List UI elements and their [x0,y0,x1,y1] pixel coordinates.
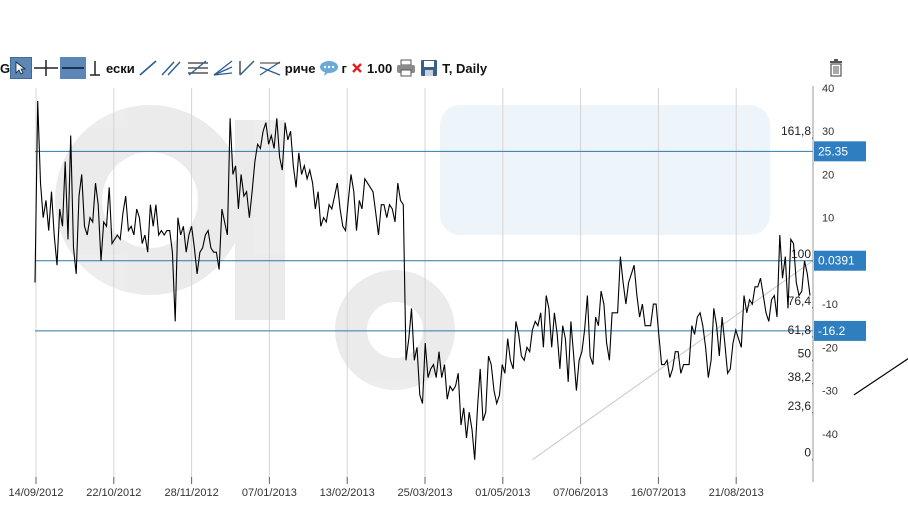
price-badge [814,141,866,162]
crosshair-icon[interactable] [32,57,60,79]
toolbar-text-tool-3[interactable]: г [341,60,347,76]
fibonacci-icon[interactable] [185,57,211,79]
toolbar-text-tool-2[interactable]: риче [284,60,316,76]
y-tick-label: -10 [822,299,838,311]
toolbar-first-label[interactable]: G [0,60,11,76]
fan-icon[interactable] [211,57,235,79]
period-label: T, Daily [442,60,488,76]
fibonacci-level-label: 161,8 [781,124,811,138]
delete-icon[interactable] [349,57,365,79]
pitchfork-icon[interactable] [235,57,257,79]
fibonacci-level-label: 38,2 [788,370,812,384]
save-icon[interactable] [418,57,440,79]
trendline[interactable] [853,321,908,396]
drawing-toolbar: G ески риче г 1.00 T, Daily [0,56,850,80]
vertical-line-icon[interactable] [86,57,104,79]
fibonacci-level-label: 100 [791,247,811,261]
regression-icon[interactable] [257,57,283,79]
y-tick-label: -20 [822,342,838,354]
x-tick-label: 22/10/2012 [86,487,141,499]
trash-icon[interactable] [826,58,846,78]
fibonacci-level-label: 0 [804,446,811,460]
fibonacci-level-label: 23,6 [788,399,812,413]
price-badge [814,250,866,271]
x-tick-label: 16/07/2013 [631,487,686,499]
price-badge-label: -16.2 [818,324,846,338]
price-badge [814,320,866,341]
fibonacci-diagonal [532,260,814,461]
channel-icon[interactable] [159,57,185,79]
y-tick-label: 30 [822,126,834,138]
print-icon[interactable] [394,57,418,79]
x-tick-label: 01/05/2013 [475,487,530,499]
x-tick-label: 07/06/2013 [553,487,608,499]
y-tick-label: 20 [822,169,834,181]
x-tick-label: 25/03/2013 [397,487,452,499]
fibonacci-level-label: 50 [798,346,812,360]
fibonacci-level-label: 61,8 [788,323,812,337]
y-tick-label: 40 [822,83,834,95]
x-tick-label: 21/08/2013 [709,487,764,499]
price-badge-label: 0.0391 [818,254,855,268]
x-tick-label: 28/11/2012 [164,487,218,499]
scale-value: 1.00 [366,60,393,76]
x-tick-label: 07/01/2013 [242,487,297,499]
fibonacci-level-label: 76,4 [788,294,812,308]
price-badge-label: 25.35 [818,144,848,158]
x-tick-label: 14/09/2012 [8,487,63,499]
y-tick-label: -40 [822,429,838,441]
y-tick-label: -30 [822,386,838,398]
horizontal-line-icon[interactable] [60,57,86,79]
watermark-logo [55,105,770,390]
y-tick-label: 10 [822,213,834,225]
speech-bubble-icon[interactable] [318,57,340,79]
price-line [34,100,811,460]
cursor-icon[interactable] [10,57,32,79]
trendline-icon[interactable] [137,57,159,79]
x-tick-label: 13/02/2013 [320,487,375,499]
toolbar-text-tool[interactable]: ески [106,60,135,76]
